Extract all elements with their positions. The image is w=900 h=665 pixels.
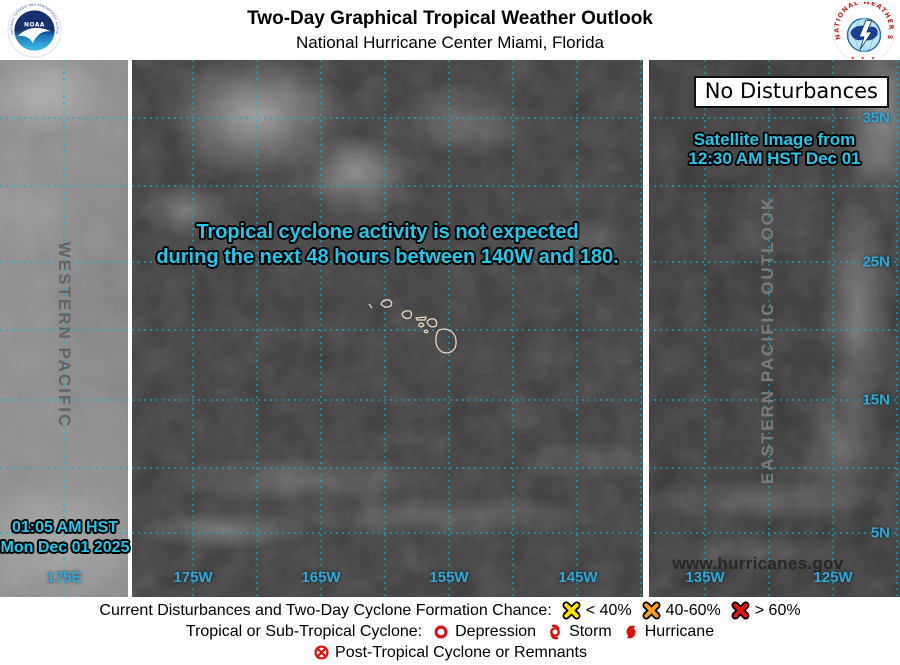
- lon-label-135w: 135W: [685, 569, 725, 586]
- eastern-pacific-panel: [649, 60, 900, 597]
- depression-circle-icon: [434, 625, 448, 638]
- legend-item-medium-chance: 40-60%: [642, 601, 721, 620]
- lon-label-155w: 155W: [429, 569, 469, 586]
- x-mark-yellow-icon: [562, 601, 581, 620]
- panel-separator-west: [128, 60, 132, 597]
- legend-item-low-chance: < 40%: [562, 601, 632, 620]
- page-subtitle: National Hurricane Center Miami, Florida: [295, 33, 604, 52]
- legend-post-tropical-row: Post-Tropical Cyclone or Remnants: [0, 642, 900, 663]
- legend-bar: Current Disturbances and Two-Day Cyclone…: [0, 597, 900, 665]
- formation-chance-label: Current Disturbances and Two-Day Cyclone…: [99, 601, 552, 619]
- legend-item-storm: Storm: [546, 623, 612, 641]
- noaa-wordmark: NOAA: [24, 22, 45, 28]
- lon-label-175e: 175E: [46, 569, 82, 586]
- nws-logo-icon: NATIONAL WEATHER SERVICE ★ ★ ★: [833, 2, 895, 64]
- noaa-bird-icon: [18, 27, 51, 44]
- website-watermark: www.hurricanes.gov: [672, 554, 844, 573]
- lon-label-165w: 165W: [301, 569, 341, 586]
- nws-lightning-icon: [858, 20, 873, 50]
- high-chance-label: > 60%: [754, 601, 801, 619]
- lat-label-25n: 25N: [862, 253, 890, 271]
- western-pacific-label: WESTERN PACIFIC: [55, 241, 74, 429]
- outlook-message: Tropical cyclone activity is not expecte…: [132, 220, 643, 270]
- issuance-timestamp: 01:05 AM HST Mon Dec 01 2025: [0, 518, 130, 558]
- lat-label-15n: 15N: [862, 391, 890, 409]
- storm-spiral-icon: [550, 624, 560, 639]
- no-disturbances-box: No Disturbances: [693, 76, 889, 108]
- depression-label: Depression: [455, 622, 537, 640]
- lon-label-175w: 175W: [173, 569, 213, 586]
- issuance-time: 01:05 AM HST: [11, 519, 119, 536]
- western-pacific-panel: [0, 60, 128, 597]
- header-bar: NATIONAL OCEANIC AND ATMOSPHERIC ADMINIS…: [0, 0, 900, 64]
- legend-item-post-tropical: Post-Tropical Cyclone or Remnants: [313, 644, 587, 662]
- hawaiian-islands-outline: [368, 299, 457, 354]
- lat-label-5n: 5N: [870, 524, 890, 542]
- post-tropical-label: Post-Tropical Cyclone or Remnants: [335, 643, 587, 661]
- lon-label-145w: 145W: [558, 569, 598, 586]
- issuance-date: Mon Dec 01 2025: [0, 539, 130, 556]
- hurricane-label: Hurricane: [644, 622, 715, 640]
- storm-label: Storm: [569, 622, 612, 640]
- hurricane-spiral-icon: [626, 625, 636, 638]
- panel-separator-east: [643, 60, 649, 597]
- satellite-caption-line2: 12:30 AM HST Dec 01: [688, 149, 861, 168]
- legend-item-high-chance: > 60%: [731, 601, 801, 620]
- central-pacific-panel: [132, 60, 643, 597]
- x-mark-red-icon: [731, 601, 750, 620]
- outlook-message-line1: Tropical cyclone activity is not expecte…: [196, 221, 579, 243]
- circle-x-icon: [314, 645, 329, 660]
- outlook-message-line2: during the next 48 hours between 140W an…: [156, 246, 619, 268]
- page-title: Two-Day Graphical Tropical Weather Outlo…: [247, 8, 653, 29]
- legend-item-depression: Depression: [432, 623, 536, 641]
- lon-label-125w: 125W: [813, 569, 853, 586]
- medium-chance-label: 40-60%: [665, 601, 721, 619]
- noaa-logo-icon: NATIONAL OCEANIC AND ATMOSPHERIC ADMINIS…: [7, 3, 62, 58]
- legend-cyclone-row: Tropical or Sub-Tropical Cyclone: Depres…: [0, 621, 900, 642]
- satellite-image-caption: Satellite Image from 12:30 AM HST Dec 01: [649, 130, 900, 168]
- satellite-map: No Disturbances Satellite Image from 12:…: [0, 60, 900, 597]
- satellite-caption-line1: Satellite Image from: [693, 130, 856, 149]
- low-chance-label: < 40%: [585, 601, 632, 619]
- x-mark-orange-icon: [642, 601, 661, 620]
- lat-label-35n: 35N: [862, 109, 890, 127]
- cyclone-type-label: Tropical or Sub-Tropical Cyclone:: [185, 622, 423, 640]
- legend-item-hurricane: Hurricane: [622, 623, 714, 641]
- eastern-pacific-outlook-label: EASTERN PACIFIC OUTLOOK: [758, 195, 777, 485]
- nws-stars: ★ ★ ★: [851, 56, 878, 62]
- legend-formation-row: Current Disturbances and Two-Day Cyclone…: [0, 600, 900, 621]
